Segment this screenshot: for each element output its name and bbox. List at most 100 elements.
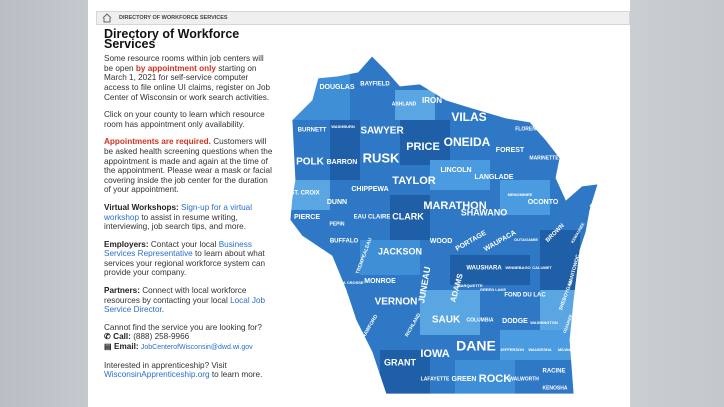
paragraph: Employers: Contact your local Business S… — [104, 240, 274, 278]
county-label[interactable]: CHIPPEWA — [351, 186, 388, 193]
phone[interactable]: (888) 258-9966 — [133, 332, 190, 342]
breadcrumb: DIRECTORY OF WORKFORCE SERVICES — [96, 11, 630, 25]
county-label[interactable]: WALWORTH — [509, 376, 539, 382]
county-label[interactable]: SHAWANO — [461, 207, 508, 217]
county-label[interactable]: WASHBURN — [331, 124, 355, 129]
paragraph: Appointments are required. Customers wil… — [104, 137, 274, 195]
county-label[interactable]: JEFFERSON — [500, 347, 524, 352]
county-label[interactable]: MENOMINEE — [508, 192, 533, 197]
page-title: Directory of Workforce Services — [104, 27, 240, 51]
text: to learn more. — [209, 370, 263, 380]
county-label[interactable]: IOWA — [420, 348, 449, 360]
county-label[interactable]: BAYFIELD — [360, 82, 390, 88]
phone-icon: ✆ — [104, 332, 111, 342]
county-label[interactable]: MILWAUKEE — [558, 347, 583, 352]
text: Click on your county to learn which reso… — [104, 110, 265, 129]
text: Cannot find the service you are looking … — [104, 322, 262, 332]
text: Contact your local — [148, 239, 219, 249]
county-label[interactable]: DOUGLAS — [320, 84, 355, 91]
county-label[interactable]: MONROE — [364, 278, 396, 285]
label: Call: — [113, 332, 131, 342]
county-label[interactable]: MARATHON — [423, 200, 486, 212]
county-label[interactable]: FOND DU LAC — [504, 293, 546, 299]
county-label[interactable]: POLK — [296, 157, 325, 168]
county-label[interactable]: RUSK — [363, 150, 400, 165]
county-label[interactable]: BUFFALO — [330, 239, 359, 245]
county-label[interactable]: CLARK — [392, 211, 424, 221]
county-label[interactable]: LA CROSSE — [340, 280, 364, 285]
county-label[interactable]: WAUKESHA — [528, 347, 551, 352]
text: Connect with local workforce resources b… — [104, 286, 247, 305]
county-label[interactable]: VILAS — [451, 110, 486, 124]
paragraph: Interested in apprenticeship? Visit Wisc… — [104, 361, 274, 380]
county-label[interactable]: ONEIDA — [444, 135, 491, 149]
county-label[interactable]: PEPIN — [329, 221, 344, 227]
county-label[interactable]: SAWYER — [360, 126, 404, 137]
county-label[interactable]: EAU CLAIRE — [354, 215, 391, 221]
county-label[interactable]: PRICE — [406, 141, 440, 153]
county-label[interactable]: TAYLOR — [392, 175, 435, 187]
info-column: Directory of Workforce Services Some res… — [104, 27, 274, 388]
paragraph: Virtual Workshops: Sign-up for a virtual… — [104, 203, 274, 232]
county-label[interactable]: COLUMBIA — [467, 317, 494, 323]
email-link[interactable]: JobCenterofWisconsin@dwd.wi.gov — [140, 344, 253, 352]
link[interactable]: Local Job Service Director — [104, 295, 266, 315]
label: Employers: — [104, 239, 149, 249]
home-icon[interactable] — [101, 12, 113, 24]
emphasis: Appointments are required. — [104, 137, 211, 147]
link[interactable]: Business Services Representative — [104, 239, 252, 259]
county-label[interactable]: GREEN LAKE — [480, 287, 507, 292]
county-label[interactable]: WAUSHARA — [466, 266, 502, 272]
link[interactable]: WisconsinApprenticeship.org — [104, 370, 210, 380]
text: to assist in resume writing, interviewin… — [104, 212, 246, 232]
county-label[interactable]: RACINE — [542, 369, 565, 375]
county-label[interactable]: IRON — [422, 96, 442, 105]
county-label[interactable]: JACKSON — [378, 246, 422, 256]
county-label[interactable]: WASHINGTON — [530, 320, 558, 325]
county-label[interactable]: OZAUKEE — [562, 313, 574, 333]
county-label[interactable]: ASHLAND — [392, 101, 417, 107]
county-label[interactable]: SAUK — [432, 315, 461, 326]
county-label[interactable]: GREEN — [452, 376, 477, 383]
county-label[interactable]: FLORENCE — [515, 126, 543, 132]
county-label[interactable]: CALUMET — [532, 265, 552, 270]
county-label[interactable]: WINNEBAGO — [505, 265, 530, 270]
county-label[interactable]: GRANT — [384, 357, 416, 367]
county-label[interactable]: LINCOLN — [440, 167, 471, 174]
breadcrumb-text[interactable]: DIRECTORY OF WORKFORCE SERVICES — [119, 15, 228, 21]
county-label[interactable]: VERNON — [375, 297, 418, 308]
county-label[interactable]: DODGE — [502, 318, 528, 325]
county-label[interactable]: WOOD — [430, 238, 453, 245]
label: Email: — [114, 342, 139, 352]
emphasis: by appointment only — [135, 63, 216, 73]
county-label[interactable]: DUNN — [327, 199, 347, 206]
paragraph: Partners: Connect with local workforce r… — [104, 286, 274, 315]
paragraph: Click on your county to learn which reso… — [104, 110, 274, 129]
text: Customers will be asked health screening… — [104, 137, 273, 195]
county-label[interactable]: MARQUETTE — [457, 283, 483, 288]
county-label[interactable]: LANGLADE — [475, 174, 514, 181]
county-label[interactable]: BARRON — [327, 159, 358, 166]
text: . — [161, 305, 165, 315]
county-label[interactable]: LAFAYETTE — [421, 376, 450, 382]
email-icon: ▤ — [104, 342, 112, 352]
county-label[interactable]: BURNETT — [298, 128, 327, 134]
map-outline — [289, 55, 599, 395]
label: Partners: — [104, 286, 140, 296]
county-label[interactable]: PIERCE — [294, 214, 320, 221]
county-label[interactable]: ROCK — [479, 373, 511, 385]
link[interactable]: Sign-up for a virtual workshop — [104, 202, 253, 222]
text: Interested in apprenticeship? Visit — [104, 360, 227, 370]
county-label[interactable]: OUTAGAMIE — [514, 237, 538, 242]
county-label[interactable]: MARINETTE — [529, 155, 559, 161]
text: starting on March 1, 2021 for self-servi… — [104, 63, 271, 102]
county-label[interactable]: DANE — [456, 338, 496, 354]
county-label[interactable]: ST. CROIX — [290, 191, 319, 197]
county-label[interactable]: OCONTO — [528, 199, 559, 206]
county-label[interactable]: KENOSHA — [542, 385, 567, 391]
text: Some resource rooms within job centers w… — [104, 54, 264, 73]
label: Virtual Workshops: — [104, 202, 179, 212]
county-label[interactable]: FOREST — [496, 147, 525, 154]
